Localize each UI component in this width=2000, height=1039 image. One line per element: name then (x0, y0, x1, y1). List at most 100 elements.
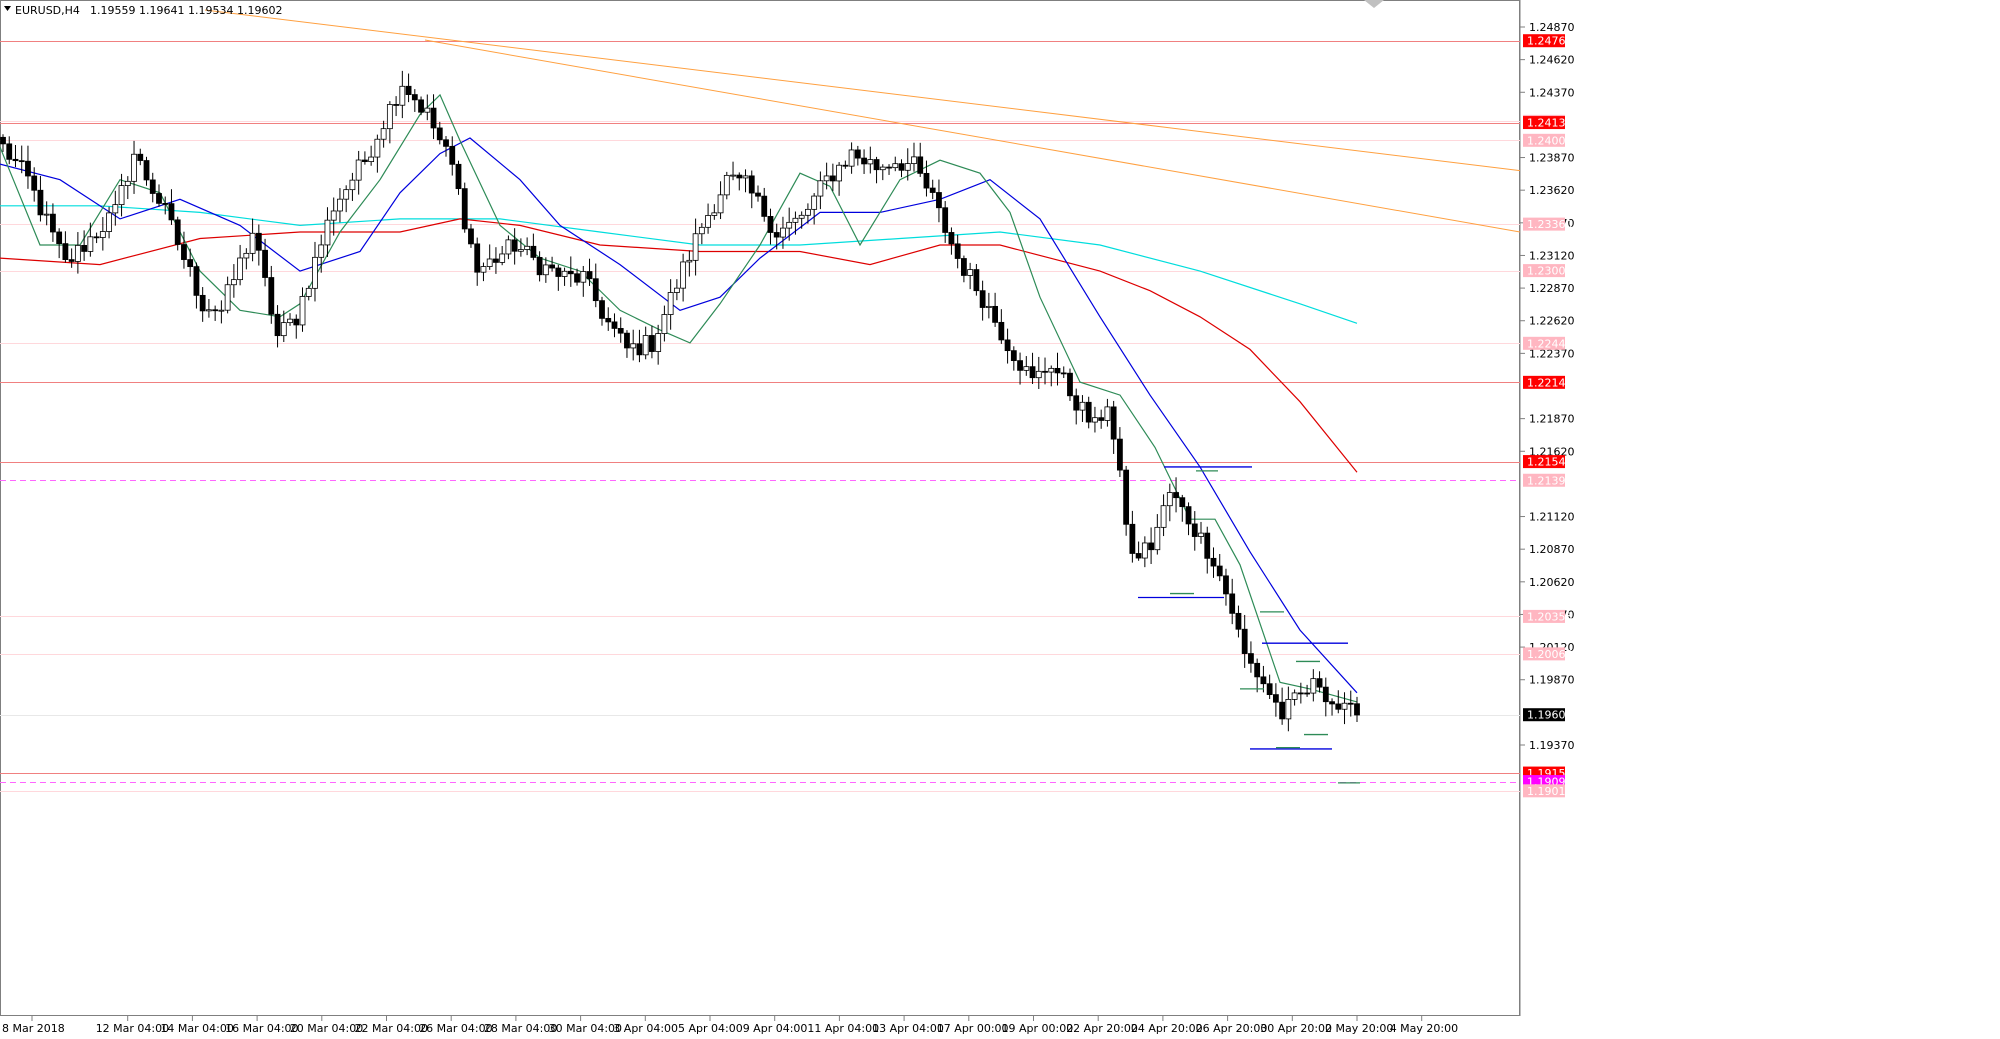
candle-body (805, 208, 811, 216)
candle-body (268, 277, 275, 315)
candle-body (1067, 372, 1073, 397)
candle (1054, 352, 1061, 386)
time-tick-label: 28 Mar 04:00 (484, 1022, 557, 1035)
candle (667, 279, 674, 330)
candle (624, 330, 630, 358)
candle (1023, 356, 1030, 376)
candle (755, 185, 761, 202)
price-badge-label: 1.20355 (1527, 610, 1573, 623)
candle (967, 262, 974, 290)
candle-body (1235, 612, 1242, 630)
symbol-menu-icon[interactable] (4, 6, 11, 11)
candle-body (886, 166, 892, 169)
candle-body (1285, 699, 1292, 720)
candle (436, 121, 443, 145)
candle (193, 262, 200, 309)
candle (1179, 494, 1186, 522)
candle (255, 224, 262, 266)
candle-body (599, 300, 605, 319)
price-badge-bg (1523, 34, 1565, 48)
candle (43, 201, 50, 226)
candle-body (717, 194, 724, 214)
candle (1329, 698, 1335, 716)
candle (692, 218, 699, 276)
chart-frame (0, 0, 1520, 1016)
candle-body (780, 227, 786, 238)
candle-body (817, 180, 824, 197)
candle (792, 211, 799, 235)
candle-body (892, 163, 899, 169)
candle (330, 197, 337, 236)
candle-body (99, 231, 106, 238)
candle-body (861, 157, 867, 165)
candle-body (898, 163, 905, 171)
candle-body (948, 232, 955, 245)
candle (661, 305, 668, 342)
candle (1067, 368, 1073, 401)
candle (318, 234, 325, 273)
candle-body (711, 212, 718, 216)
candle (374, 134, 381, 173)
candle (212, 305, 219, 321)
candle-body (411, 94, 418, 101)
candle-body (293, 318, 300, 326)
candle-body (380, 128, 387, 140)
candle (418, 96, 424, 116)
candle (786, 207, 793, 241)
candle (31, 167, 38, 202)
price-badge-label: 1.21398 (1527, 474, 1573, 487)
candle (823, 162, 830, 190)
candle-body (992, 305, 999, 323)
candle (1210, 547, 1217, 578)
candle-body (954, 243, 961, 259)
ma-line-green (0, 93, 1358, 703)
price-badge-11: 1.20068 (1523, 647, 1573, 661)
candle-body (792, 217, 799, 223)
candle-body (318, 244, 325, 258)
candle-body (842, 164, 849, 167)
candle (199, 287, 206, 322)
candle-body (1048, 367, 1055, 373)
candle-body (1085, 401, 1092, 423)
candle-body (967, 269, 974, 276)
price-badge-9: 1.21398 (1523, 473, 1573, 487)
price-tick-label: 1.24870 (1529, 21, 1575, 34)
candle-body (961, 258, 967, 276)
trendline-1[interactable] (424, 39, 1521, 233)
candle-body (68, 259, 75, 262)
candle (162, 196, 169, 215)
price-badge-label: 1.20068 (1527, 648, 1573, 661)
candle-body (168, 203, 175, 221)
candle (12, 145, 19, 168)
candle (324, 207, 331, 257)
candle-body (879, 166, 886, 171)
candle (1354, 696, 1360, 723)
candle-body (698, 226, 705, 235)
candle-body (93, 236, 100, 239)
candle (942, 201, 949, 243)
chart-shift-marker-icon[interactable] (1364, 0, 1384, 8)
price-badge-bg (1523, 375, 1565, 389)
candle-body (162, 202, 169, 205)
candle (380, 120, 387, 148)
candle-body (230, 279, 237, 286)
candle (486, 244, 493, 270)
candle-body (773, 232, 780, 238)
candle (985, 292, 992, 319)
candle (137, 148, 144, 166)
price-badge-bg (1523, 647, 1565, 661)
candle-body (212, 309, 219, 312)
candle-body (1260, 676, 1267, 685)
trendline-0[interactable] (204, 9, 1521, 172)
candle-body (649, 335, 655, 352)
candle-body (62, 243, 69, 260)
candle (717, 181, 724, 220)
candle-body (299, 296, 306, 326)
candle (112, 190, 119, 226)
candle-body (0, 136, 6, 145)
candle (0, 134, 6, 152)
candle (443, 136, 449, 157)
candle (1148, 527, 1154, 565)
candle-body (143, 160, 150, 181)
